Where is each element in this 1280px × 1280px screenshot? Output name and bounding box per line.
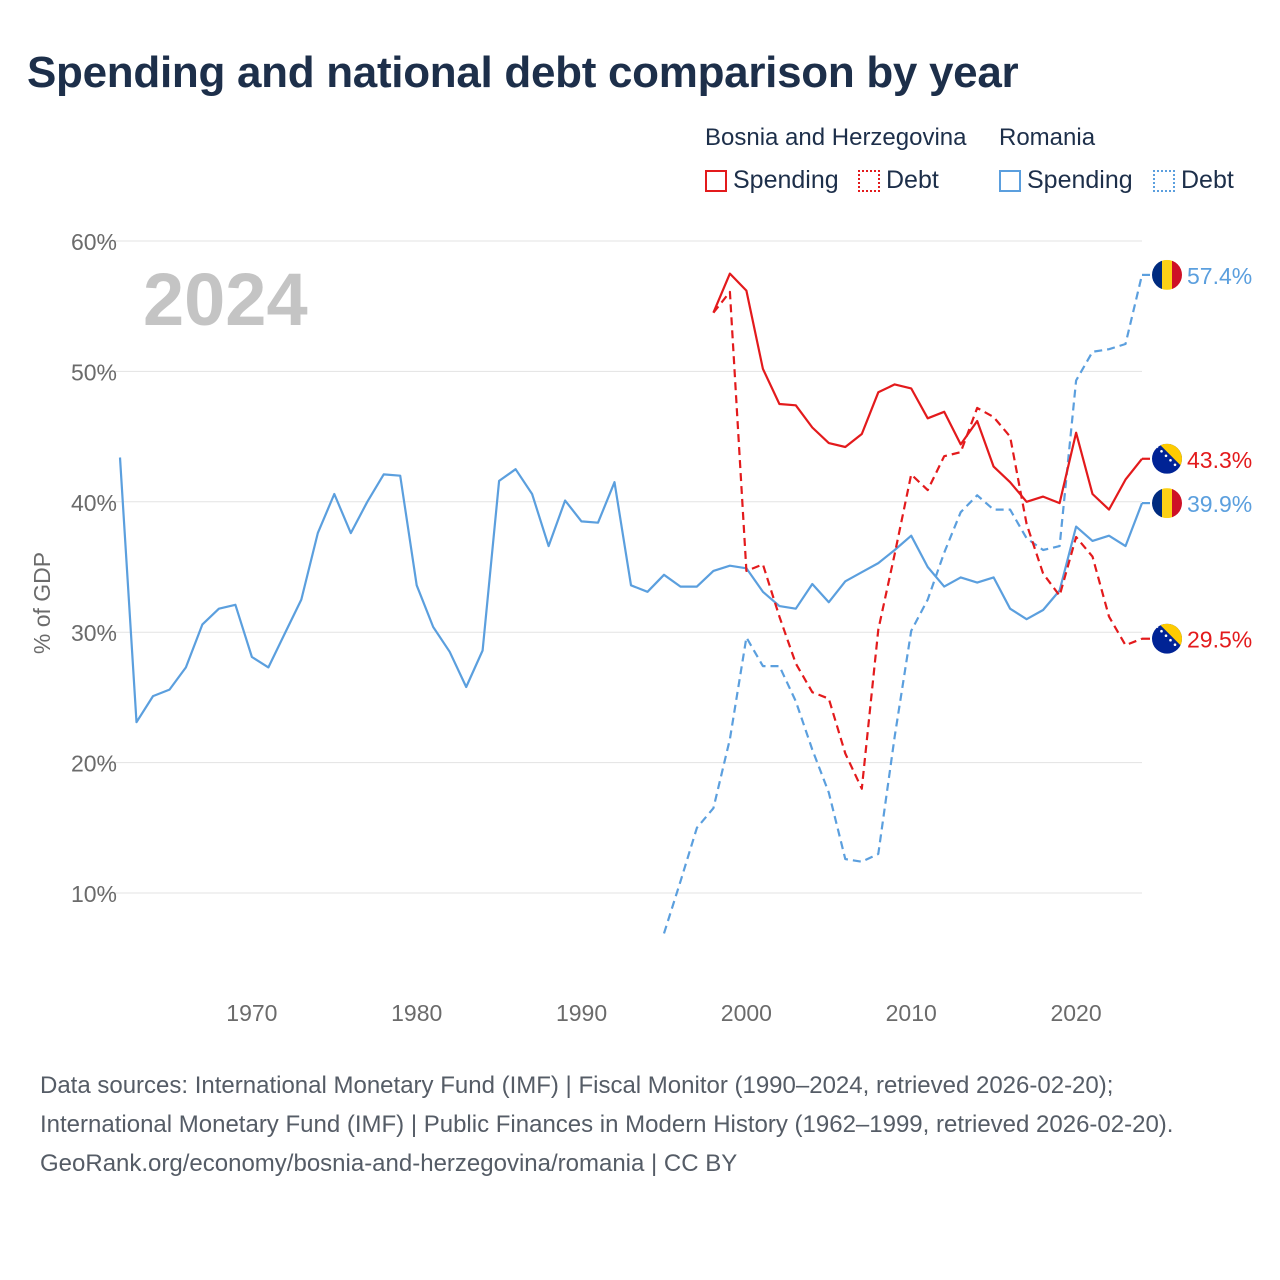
series-line-bosnia-and-herzegovina-debt[interactable]	[712, 290, 1143, 790]
footer: Data sources: International Monetary Fun…	[40, 1066, 1240, 1183]
data-sources: Data sources: International Monetary Fun…	[40, 1072, 1174, 1138]
y-tick-label: 50%	[71, 359, 117, 385]
series-line-romania-debt[interactable]	[662, 274, 1144, 934]
legend-swatch-dotted-blue	[1153, 169, 1175, 192]
series-end-label: 43.3%	[1187, 447, 1252, 473]
y-tick-label: 20%	[71, 751, 117, 777]
y-axis-label: % of GDP	[29, 552, 55, 654]
y-tick-label: 10%	[71, 881, 117, 907]
x-tick-label: 2000	[721, 1000, 772, 1026]
x-tick-label: 1970	[226, 1000, 277, 1026]
legend-item-bih-spending[interactable]: Spending	[705, 166, 839, 195]
romania-flag-icon	[1152, 259, 1182, 290]
y-tick-label: 30%	[71, 620, 117, 646]
legend-label: Spending	[733, 166, 839, 194]
legend-swatch-solid-blue	[999, 169, 1021, 192]
legend-label: Debt	[1181, 166, 1234, 194]
series-line-romania-spending[interactable]	[118, 457, 1144, 724]
legend-label: Spending	[1027, 166, 1133, 194]
bosnia-flag-icon	[1152, 623, 1182, 654]
credit-link[interactable]: GeoRank.org/economy/bosnia-and-herzegovi…	[40, 1150, 738, 1177]
y-tick-label: 60%	[71, 229, 117, 255]
series-end-label: 57.4%	[1187, 263, 1252, 289]
romania-flag-icon	[1152, 488, 1182, 519]
legend-item-ro-spending[interactable]: Spending	[999, 166, 1133, 195]
series-end-label: 29.5%	[1187, 627, 1252, 653]
x-tick-label: 2010	[886, 1000, 937, 1026]
year-watermark: 2024	[143, 258, 308, 341]
series-end-label: 39.9%	[1187, 491, 1252, 517]
y-tick-label: 40%	[71, 490, 117, 516]
x-tick-label: 2020	[1050, 1000, 1101, 1026]
legend-country-bih: Bosnia and Herzegovina	[705, 124, 967, 151]
legend-country-romania: Romania	[999, 124, 1096, 151]
legend-swatch-solid-red	[705, 169, 727, 192]
legend-swatch-dotted-red	[858, 169, 880, 192]
series-line-bosnia-and-herzegovina-spending[interactable]	[712, 272, 1143, 511]
x-tick-label: 1980	[391, 1000, 442, 1026]
chart-plot-area: 10% 20% 30% 40% 50% 60% 1970 1980 1990 2000 2010 20…	[29, 229, 1252, 1026]
legend-label: Debt	[886, 166, 939, 194]
legend-item-ro-debt[interactable]: Debt	[1153, 166, 1234, 195]
bosnia-flag-icon	[1152, 443, 1182, 474]
chart-title: Spending and national debt comparison by…	[27, 48, 1019, 97]
x-tick-label: 1990	[556, 1000, 607, 1026]
legend-item-bih-debt[interactable]: Debt	[858, 166, 939, 195]
